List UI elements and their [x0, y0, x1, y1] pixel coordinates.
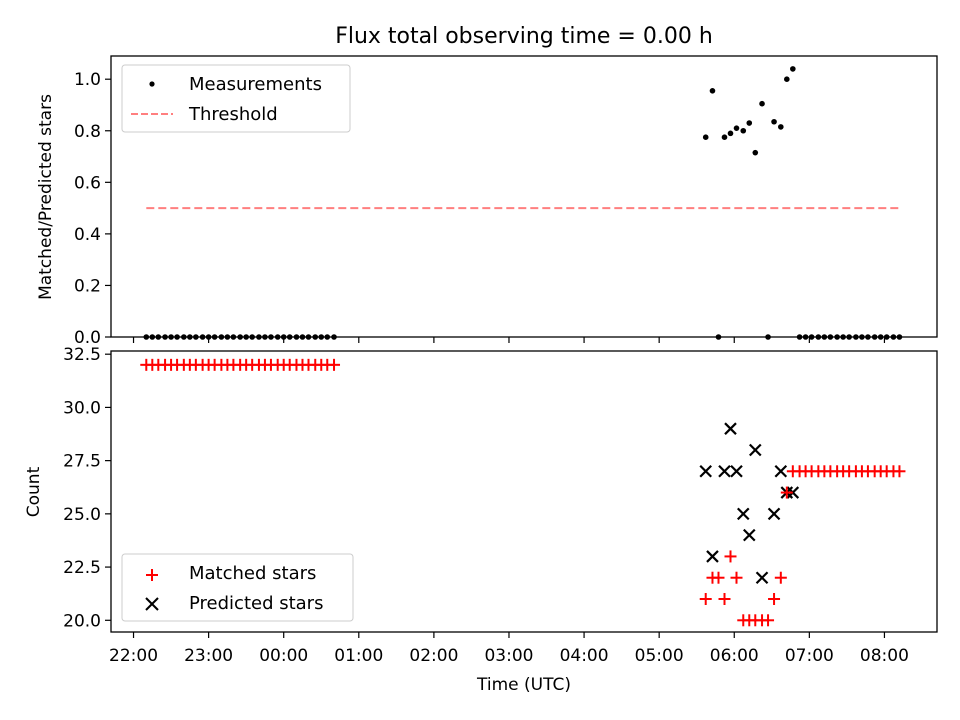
measurement-point	[727, 130, 734, 137]
top-legend: Measurements Threshold	[121, 64, 351, 133]
measurement-point	[771, 118, 777, 125]
x-tick-label: 00:00	[259, 646, 308, 666]
predicted-stars-point	[767, 507, 781, 521]
matched-stars-point	[328, 358, 341, 371]
predicted-stars-point	[786, 486, 800, 499]
matched-stars-point	[718, 593, 731, 606]
matched-stars-point	[768, 593, 781, 606]
x-tick-label: 06:00	[710, 646, 759, 666]
predicted-stars-legend-label: Predicted stars	[189, 593, 323, 614]
measurement-point	[709, 88, 716, 94]
y-tick-label: 25.0	[63, 505, 101, 525]
measurement-point	[752, 149, 759, 156]
measurements-legend-marker	[149, 81, 155, 87]
top-y-ticks: 0.0 0.2 0.4 0.6 0.8 1.0	[74, 70, 111, 348]
measurement-point	[746, 120, 753, 126]
predicted-stars-legend-marker	[145, 597, 159, 611]
x-tick-label: 07:00	[785, 646, 834, 666]
x-tick-label: 05:00	[635, 646, 684, 666]
x-tick-label: 04:00	[560, 646, 609, 666]
y-tick-label: 0.6	[74, 173, 101, 193]
chart-title: Flux total observing time = 0.00 h	[335, 24, 713, 49]
bottom-x-ticks: 22:00 23:00 00:00 01:00 02:00 03:00 04:00 05:00…	[109, 632, 909, 666]
predicted-stars-point	[706, 550, 719, 563]
x-tick-label: 01:00	[334, 646, 383, 666]
bottom-axes-frame	[110, 350, 938, 633]
measurement-point	[778, 124, 784, 130]
x-tick-label: 23:00	[184, 646, 233, 666]
x-axis-label: Time (UTC)	[476, 675, 571, 695]
y-tick-label: 0.8	[74, 122, 101, 142]
y-tick-label: 20.0	[63, 611, 101, 631]
predicted-stars-point	[730, 464, 743, 478]
x-tick-label: 03:00	[484, 646, 533, 666]
threshold-legend-label: Threshold	[188, 104, 278, 125]
top-axes: 0.0 0.2 0.4 0.6 0.8 1.0 Matched/Predicted sta…	[36, 55, 938, 348]
predicted-stars-series	[699, 422, 800, 584]
measurement-point	[721, 134, 728, 141]
measurement-point	[784, 76, 790, 83]
y-tick-label: 0.4	[74, 225, 101, 245]
measurement-point	[759, 100, 765, 107]
predicted-stars-point	[724, 422, 737, 435]
measurement-point	[740, 127, 747, 134]
bottom-y-axis-label: Count	[24, 466, 44, 517]
x-tick-label: 22:00	[109, 646, 158, 666]
top-legend-frame	[121, 64, 351, 133]
matched-stars-series	[140, 358, 906, 627]
y-tick-label: 27.5	[63, 452, 101, 472]
top-x-ticks	[132, 337, 886, 343]
x-tick-label: 02:00	[409, 646, 458, 666]
predicted-stars-point	[774, 464, 788, 478]
y-tick-label: 32.5	[63, 345, 101, 365]
predicted-stars-point	[742, 528, 756, 542]
matched-stars-point	[893, 465, 906, 478]
matched-stars-point	[699, 593, 712, 606]
y-tick-label: 1.0	[74, 70, 101, 90]
top-y-axis-label: Matched/Predicted stars	[36, 94, 56, 300]
matched-stars-point	[724, 550, 737, 563]
matched-stars-point	[774, 571, 787, 584]
x-tick-label: 08:00	[860, 646, 909, 666]
matched-stars-legend-marker	[146, 569, 158, 581]
y-tick-label: 0.2	[74, 276, 101, 296]
matched-stars-point	[712, 571, 725, 584]
y-tick-label: 22.5	[63, 558, 101, 578]
measurement-point	[702, 134, 709, 141]
predicted-stars-point	[718, 464, 731, 478]
predicted-stars-point	[736, 507, 750, 521]
bottom-y-ticks: 20.0 22.5 25.0 27.5 30.0 32.5	[63, 345, 111, 631]
bottom-axes: 20.0 22.5 25.0 27.5 30.0 32.5 22:00 23:00 00:00…	[24, 345, 938, 695]
predicted-stars-point	[699, 464, 712, 478]
measurement-point	[733, 125, 740, 131]
predicted-stars-point	[755, 571, 769, 584]
bottom-legend: Matched stars Predicted stars	[121, 553, 354, 622]
y-tick-label: 30.0	[63, 398, 101, 418]
matched-stars-point	[762, 614, 775, 627]
matched-stars-point	[780, 486, 793, 499]
bottom-legend-frame	[121, 553, 354, 622]
y-tick-label: 0.0	[74, 328, 101, 348]
matched-stars-point	[730, 571, 743, 584]
measurements-legend-label: Measurements	[189, 74, 322, 95]
measurement-point	[790, 66, 796, 72]
predicted-stars-point	[749, 443, 762, 457]
matched-stars-legend-label: Matched stars	[189, 563, 316, 584]
top-axes-frame	[110, 55, 938, 338]
